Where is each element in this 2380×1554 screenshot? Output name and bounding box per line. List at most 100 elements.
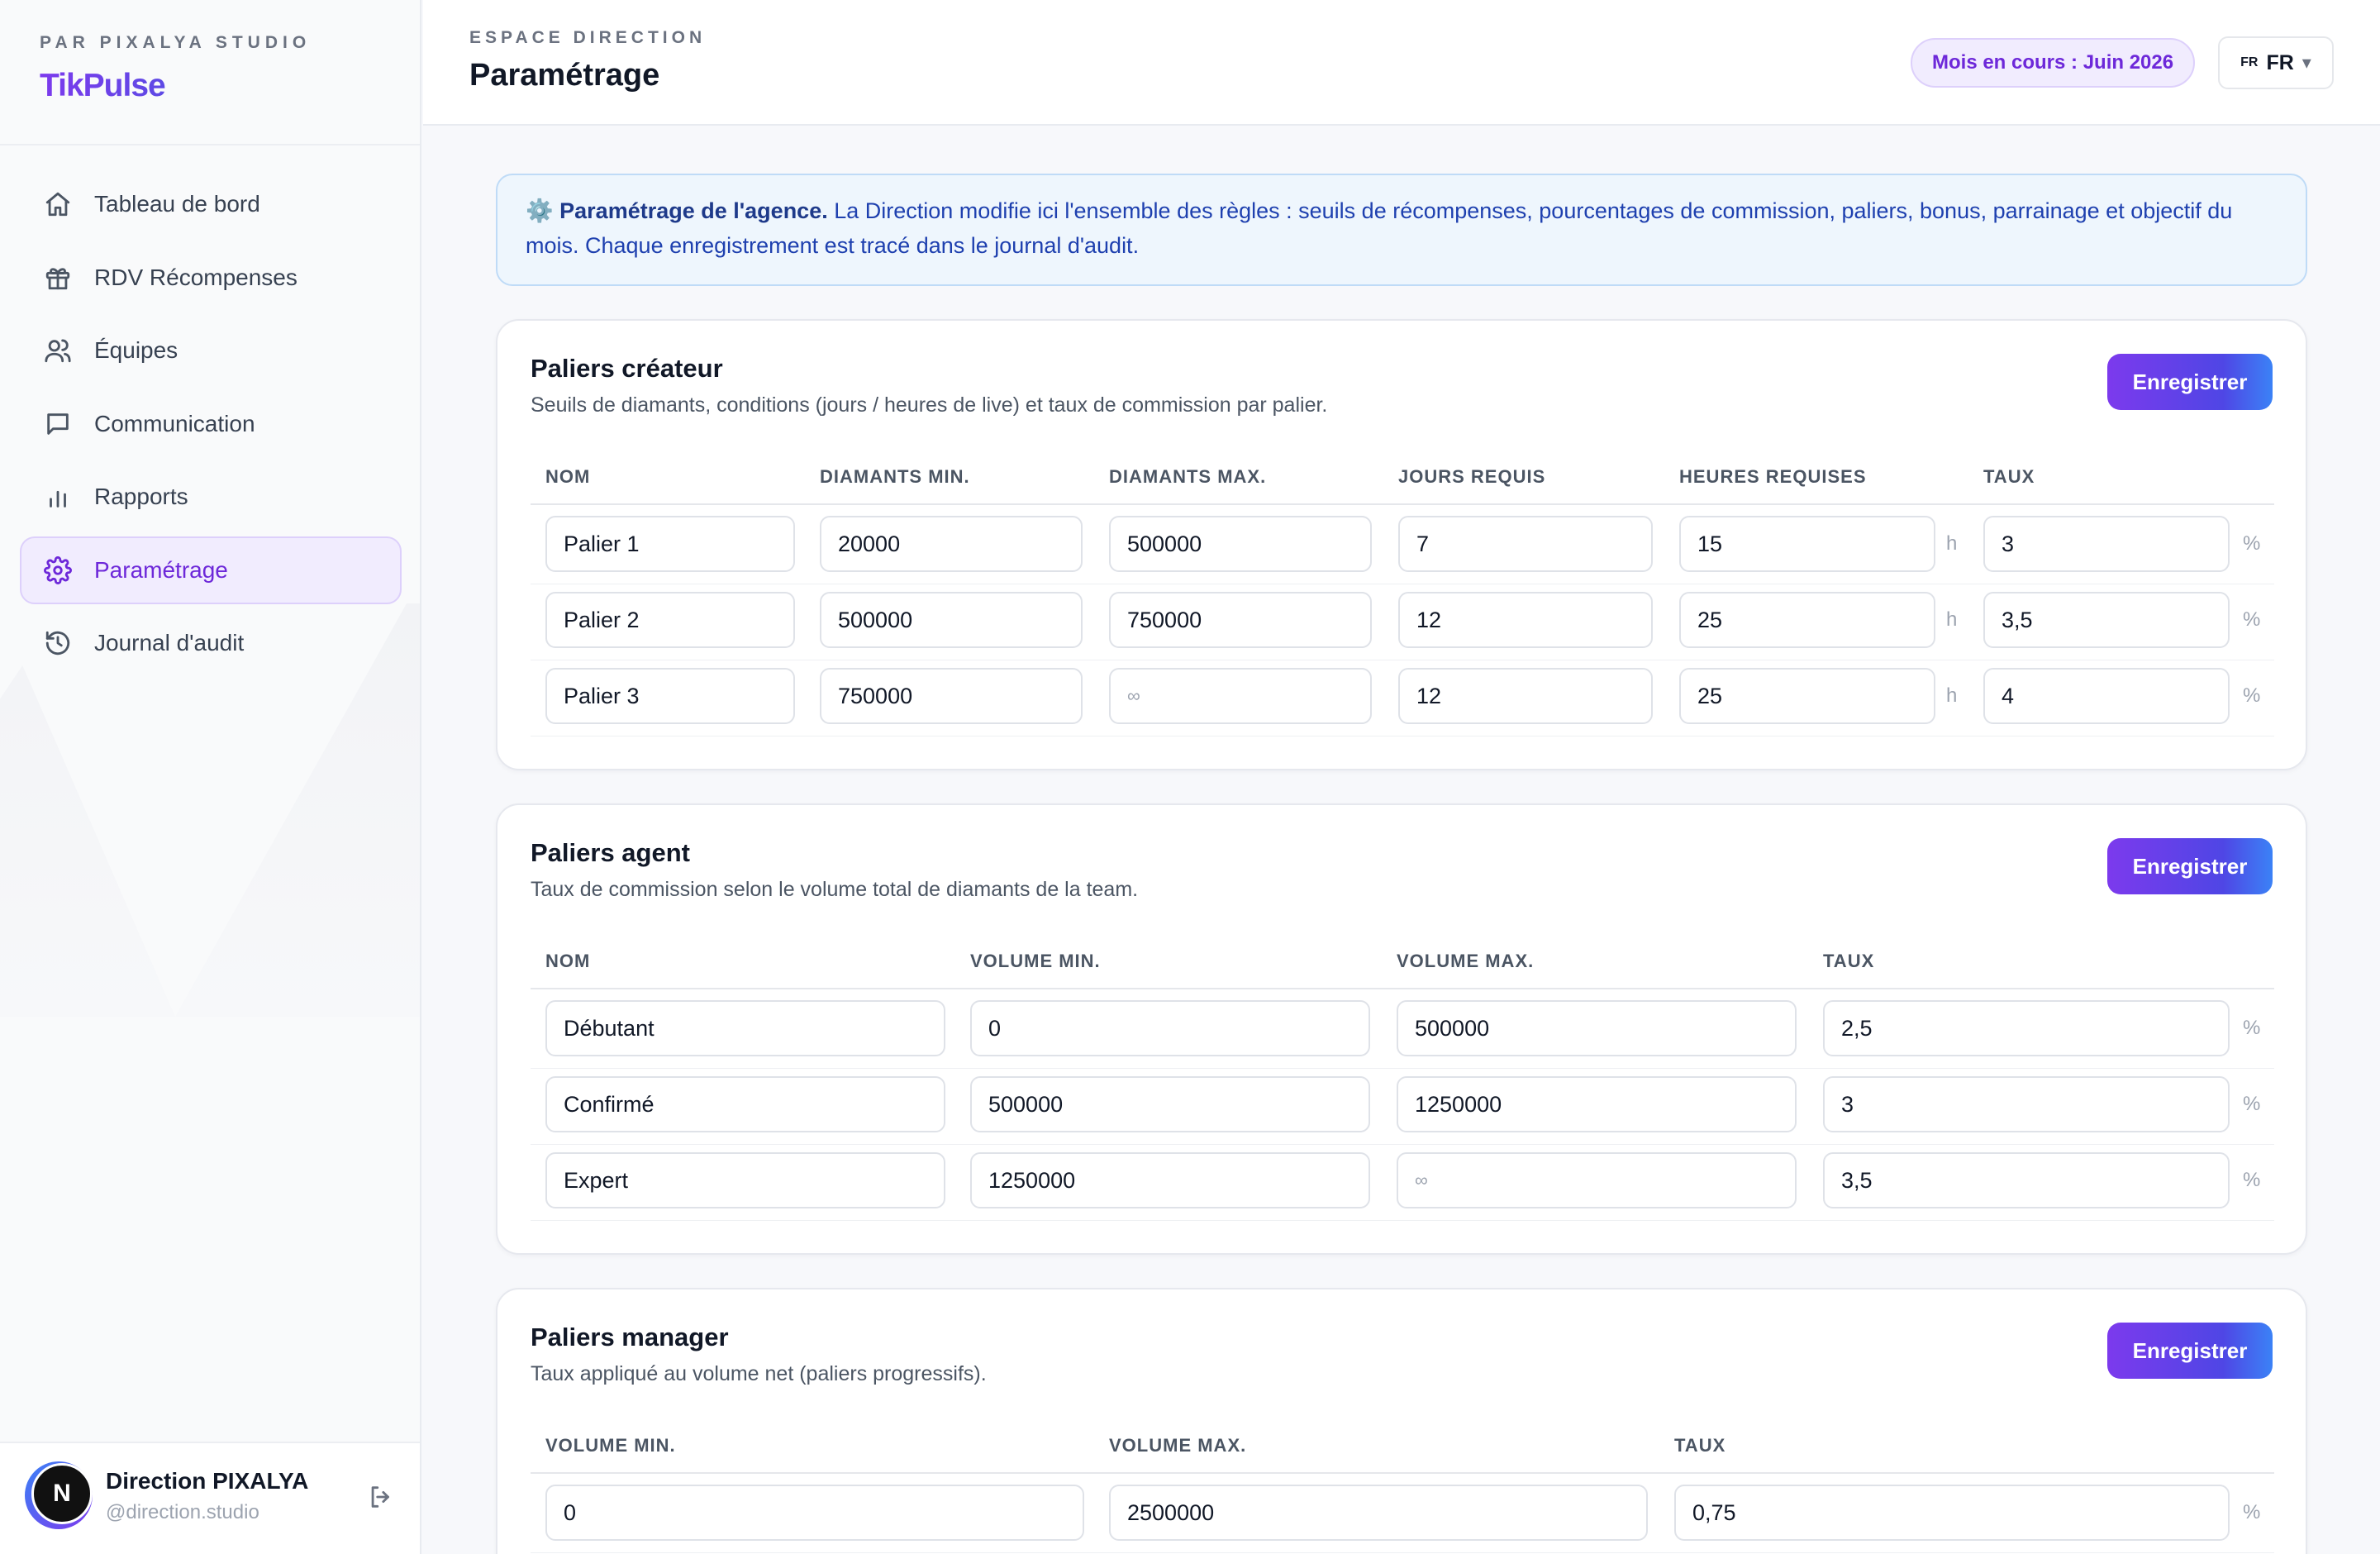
tier-name-input[interactable]: Débutant	[545, 1000, 945, 1056]
column-header: DIAMANTS MAX.	[1109, 466, 1267, 487]
diamonds-min-input[interactable]: 500000	[820, 592, 1083, 648]
hours-unit: h	[1946, 608, 1958, 631]
sidebar-item-journal-audit[interactable]: Journal d'audit	[20, 609, 402, 677]
sidebar-item-label: RDV Récompenses	[94, 264, 298, 290]
volume-min-input[interactable]: 500000	[970, 1076, 1370, 1132]
sidebar-item-label: Équipes	[94, 337, 178, 363]
page-title: Paramétrage	[469, 58, 660, 93]
agent-tiers-card: Paliers agent Taux de commission selon l…	[496, 803, 2307, 1255]
rate-input[interactable]: 4	[1983, 668, 2230, 724]
sidebar-nav: Tableau de bord RDV Récompenses Équipes …	[20, 170, 402, 683]
diamonds-max-input[interactable]: 500000	[1109, 516, 1372, 572]
save-button[interactable]: Enregistrer	[2107, 838, 2273, 894]
save-button[interactable]: Enregistrer	[2107, 1323, 2273, 1379]
volume-max-input[interactable]: 1250000	[1397, 1076, 1797, 1132]
row-divider	[531, 1068, 2274, 1069]
manager-tiers-card: Paliers manager Taux appliqué au volume …	[496, 1288, 2307, 1554]
tier-name-input[interactable]: Confirmé	[545, 1076, 945, 1132]
percent-unit: %	[2243, 1017, 2261, 1039]
volume-max-input[interactable]: 500000	[1397, 1000, 1797, 1056]
sidebar: PAR PIXALYA STUDIO TikPulse Tableau de b…	[0, 0, 421, 1554]
column-header: TAUX	[1983, 466, 2035, 487]
hours-required-input[interactable]: 25	[1679, 592, 1935, 648]
diamonds-min-input[interactable]: 750000	[820, 668, 1083, 724]
column-header: DIAMANTS MIN.	[820, 466, 970, 487]
hours-required-input[interactable]: 25	[1679, 668, 1935, 724]
tier-name-input[interactable]: Expert	[545, 1152, 945, 1208]
banner-title: Paramétrage de l'agence.	[559, 198, 828, 223]
logout-icon[interactable]	[367, 1483, 397, 1513]
home-icon	[43, 189, 73, 219]
sidebar-item-label: Tableau de bord	[94, 191, 260, 217]
sidebar-item-label: Journal d'audit	[94, 630, 245, 655]
sidebar-item-rdv-recompenses[interactable]: RDV Récompenses	[20, 244, 402, 312]
creator-tiers-card: Paliers créateur Seuils de diamants, con…	[496, 319, 2307, 770]
tier-name-input[interactable]: Palier 2	[545, 592, 795, 648]
percent-unit: %	[2243, 1093, 2261, 1115]
table-header-divider	[531, 503, 2274, 505]
gear-icon	[43, 555, 73, 585]
brand[interactable]: PAR PIXALYA STUDIO TikPulse	[40, 33, 311, 104]
diamonds-min-input[interactable]: 20000	[820, 516, 1083, 572]
row-divider	[531, 1552, 2274, 1553]
table-header-divider	[531, 988, 2274, 989]
language-selector[interactable]: FR FR ▾	[2218, 36, 2334, 89]
sidebar-item-rapports[interactable]: Rapports	[20, 463, 402, 531]
sidebar-item-equipes[interactable]: Équipes	[20, 317, 402, 384]
sidebar-divider	[0, 144, 420, 145]
column-header: VOLUME MAX.	[1397, 951, 1535, 971]
brand-kicker: PAR PIXALYA STUDIO	[40, 33, 312, 52]
hours-unit: h	[1946, 532, 1958, 555]
volume-max-input[interactable]: 2500000	[1109, 1485, 1648, 1541]
column-header: NOM	[545, 466, 591, 487]
banner-text: La Direction modifie ici l'ensemble des …	[526, 198, 2233, 258]
brand-logo-text: TikPulse	[40, 68, 311, 104]
diamonds-max-input[interactable]: 750000	[1109, 592, 1372, 648]
volume-min-input[interactable]: 0	[970, 1000, 1370, 1056]
language-value: FR	[2266, 50, 2294, 74]
rate-input[interactable]: 0,75	[1674, 1485, 2230, 1541]
user-name: Direction PIXALYA	[106, 1468, 309, 1494]
hours-required-input[interactable]: 15	[1679, 516, 1935, 572]
column-header: VOLUME MAX.	[1109, 1435, 1247, 1456]
user-profile: N Direction PIXALYA @direction.studio	[0, 1442, 420, 1554]
volume-min-input[interactable]: 1250000	[970, 1152, 1370, 1208]
percent-unit: %	[2243, 684, 2261, 707]
history-icon	[43, 628, 73, 658]
diamonds-max-input[interactable]: ∞	[1109, 668, 1372, 724]
sidebar-item-label: Rapports	[94, 484, 188, 509]
save-button[interactable]: Enregistrer	[2107, 354, 2273, 410]
percent-unit: %	[2243, 532, 2261, 555]
percent-unit: %	[2243, 1501, 2261, 1523]
user-handle: @direction.studio	[106, 1501, 259, 1523]
sidebar-item-label: Paramétrage	[94, 556, 228, 583]
card-title: Paliers manager	[531, 1323, 729, 1351]
rate-input[interactable]: 3,5	[1983, 592, 2230, 648]
sidebar-item-parametrage[interactable]: Paramétrage	[20, 536, 402, 604]
volume-max-input[interactable]: ∞	[1397, 1152, 1797, 1208]
column-header: TAUX	[1674, 1435, 1726, 1456]
tier-name-input[interactable]: Palier 1	[545, 516, 795, 572]
volume-min-input[interactable]: 0	[545, 1485, 1084, 1541]
sidebar-item-label: Communication	[94, 410, 255, 436]
top-header: ESPACE DIRECTION Paramétrage Mois en cou…	[423, 0, 2380, 126]
gear-emoji-icon: ⚙️	[526, 198, 554, 223]
rate-input[interactable]: 2,5	[1823, 1000, 2230, 1056]
tier-name-input[interactable]: Palier 3	[545, 668, 795, 724]
header-kicker: ESPACE DIRECTION	[469, 28, 707, 47]
card-subtitle: Taux de commission selon le volume total…	[531, 878, 1139, 901]
sidebar-item-tableau-de-bord[interactable]: Tableau de bord	[20, 170, 402, 238]
avatar[interactable]: N	[31, 1463, 93, 1524]
days-required-input[interactable]: 12	[1398, 668, 1653, 724]
sidebar-item-communication[interactable]: Communication	[20, 390, 402, 458]
days-required-input[interactable]: 12	[1398, 592, 1653, 648]
days-required-input[interactable]: 7	[1398, 516, 1653, 572]
column-header: VOLUME MIN.	[970, 951, 1101, 971]
hours-unit: h	[1946, 684, 1958, 707]
rate-input[interactable]: 3,5	[1823, 1152, 2230, 1208]
message-icon	[43, 409, 73, 439]
rate-input[interactable]: 3	[1983, 516, 2230, 572]
card-title: Paliers créateur	[531, 354, 723, 383]
rate-input[interactable]: 3	[1823, 1076, 2230, 1132]
row-divider	[531, 1220, 2274, 1221]
